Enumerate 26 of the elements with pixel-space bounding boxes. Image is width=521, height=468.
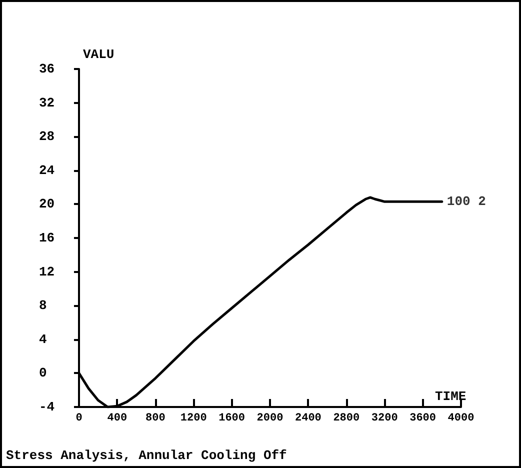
- x-axis-title: TIME: [435, 389, 466, 404]
- x-tick-label: 1600: [218, 412, 246, 424]
- y-tick-label: 0: [39, 366, 47, 381]
- y-tick-label: 28: [39, 129, 55, 144]
- y-tick-label: 16: [39, 230, 55, 246]
- y-axis-title: VALU: [83, 47, 114, 62]
- x-tick-label: 3600: [410, 412, 436, 424]
- y-tick-label: 4: [39, 332, 47, 347]
- x-tick-label: 400: [107, 412, 128, 424]
- x-tick-label: 4000: [448, 412, 474, 424]
- x-tick-label: 2000: [256, 412, 284, 424]
- x-tick-label: 0: [76, 412, 82, 424]
- y-tick-label: 8: [39, 298, 47, 314]
- y-tick-label: -4: [39, 400, 55, 414]
- y-tick-label: 32: [39, 95, 55, 110]
- annotation: 100 2: [446, 194, 486, 210]
- x-tick-label: 3200: [371, 412, 398, 424]
- y-tick-label: 20: [39, 196, 55, 212]
- x-tick-label: 800: [145, 412, 166, 424]
- y-tick-label: 36: [39, 62, 55, 76]
- text: Stress Analysis, Annular Cooling Off: [6, 448, 288, 463]
- x-tick-label: 2800: [333, 412, 360, 424]
- x-tick-label: 1200: [180, 412, 207, 424]
- y-tick-label: 12: [39, 264, 55, 280]
- y-tick-label: 24: [39, 162, 55, 178]
- x-tick-label: 2400: [294, 412, 322, 424]
